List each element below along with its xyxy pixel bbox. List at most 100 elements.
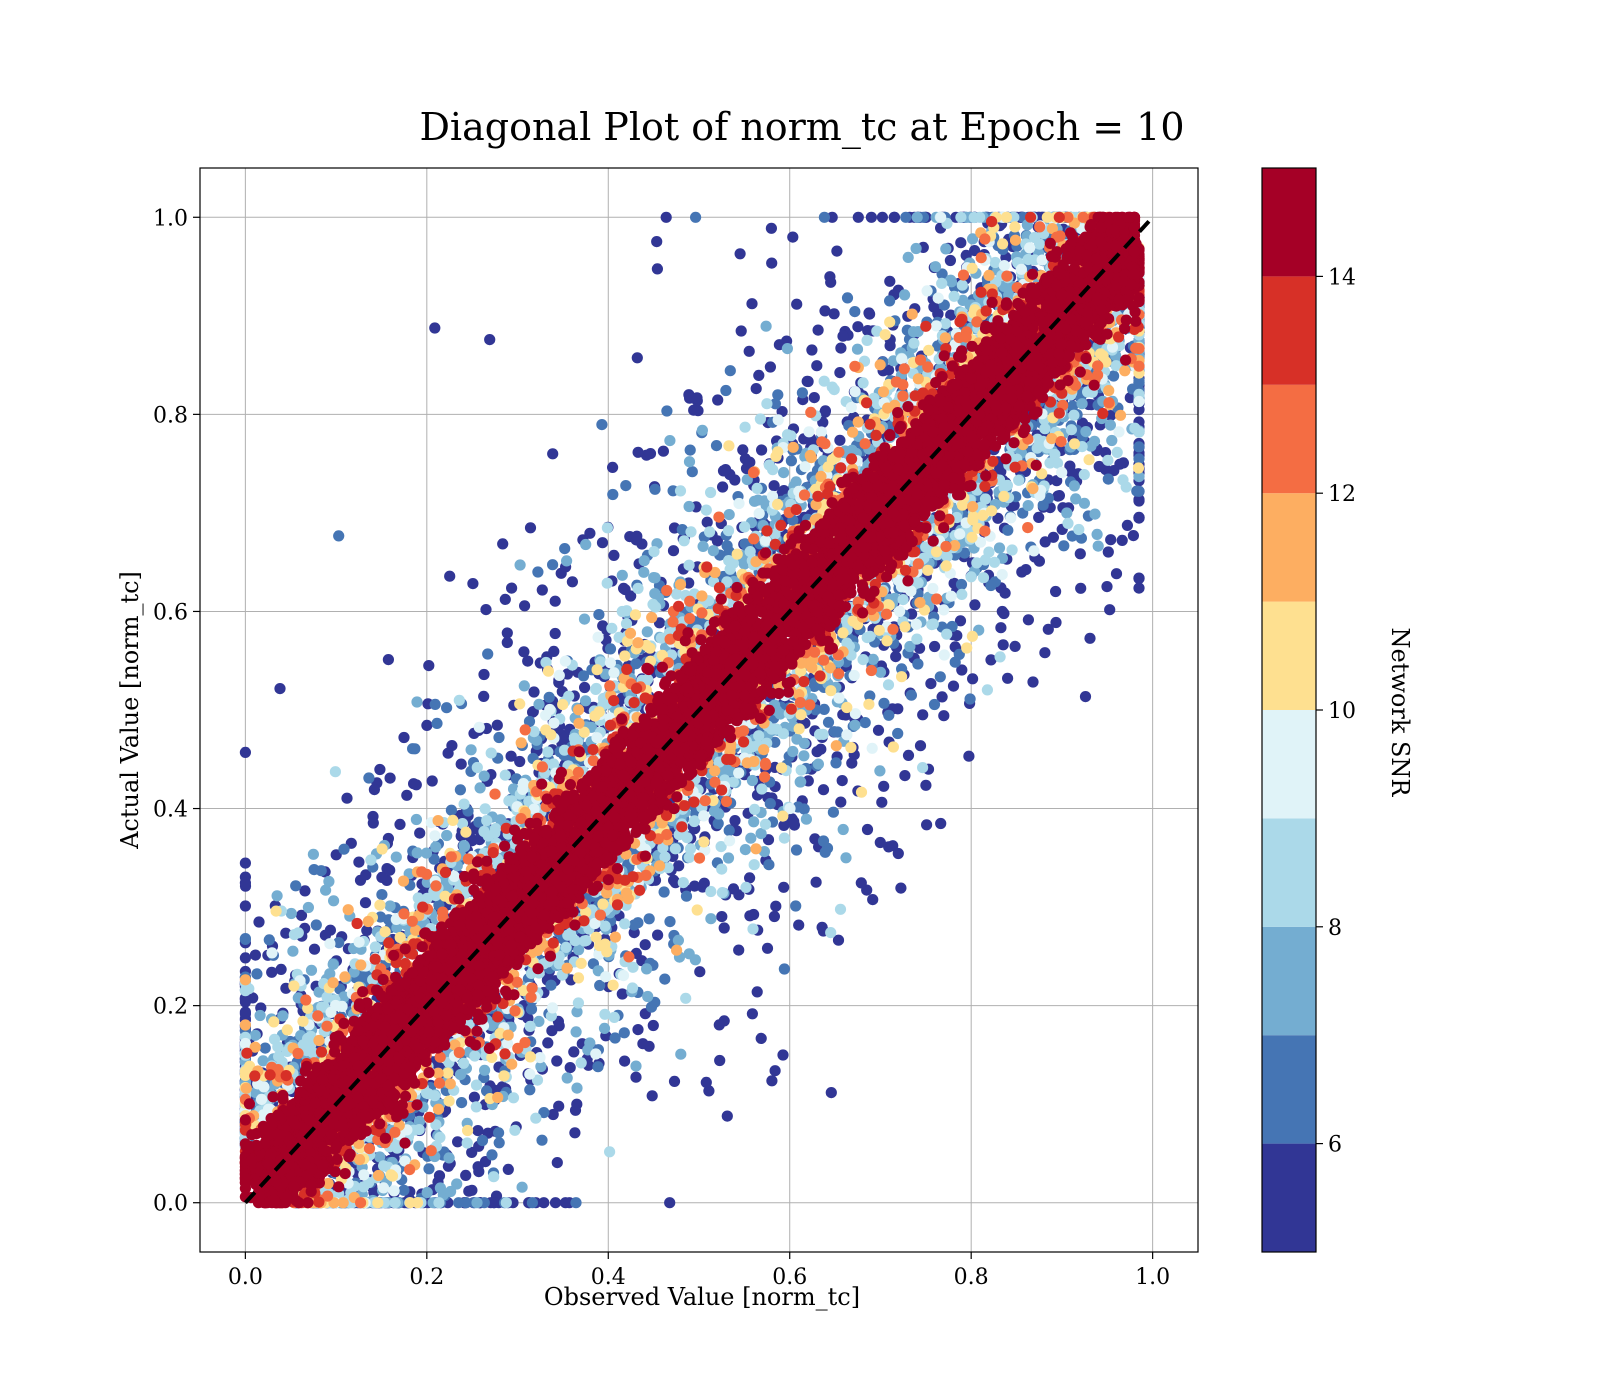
- scatter-point: [683, 500, 695, 513]
- scatter-point: [929, 640, 941, 653]
- scatter-point: [996, 605, 1008, 618]
- scatter-point: [1037, 499, 1049, 511]
- scatter-point: [831, 245, 843, 257]
- scatter-point: [675, 1048, 687, 1060]
- scatter-point: [879, 329, 891, 341]
- scatter-point: [1079, 691, 1092, 703]
- scatter-point: [434, 1131, 446, 1144]
- scatter-point: [285, 907, 297, 920]
- scatter-point: [772, 498, 784, 510]
- scatter-point: [596, 537, 609, 549]
- scatter-point: [759, 534, 772, 547]
- scatter-point: [664, 916, 676, 928]
- scatter-point: [641, 626, 653, 638]
- scatter-point: [398, 731, 410, 744]
- scatter-point: [810, 876, 822, 888]
- scatter-point: [1102, 546, 1114, 558]
- scatter-point: [1042, 623, 1054, 635]
- scatter-point: [664, 435, 676, 447]
- scatter-point: [930, 320, 942, 332]
- scatter-point: [1051, 475, 1063, 487]
- scatter-points: [239, 211, 1145, 1209]
- scatter-point: [897, 594, 909, 606]
- scatter-point: [876, 211, 889, 223]
- scatter-point: [949, 656, 961, 668]
- scatter-point: [329, 766, 341, 778]
- scatter-point: [601, 522, 614, 534]
- scatter-point: [338, 843, 350, 855]
- scatter-point: [553, 669, 565, 682]
- scatter-point: [895, 882, 907, 894]
- scatter-point: [570, 1026, 582, 1038]
- scatter-point: [1111, 446, 1123, 458]
- scatter-point: [724, 835, 736, 847]
- scatter-point: [1133, 572, 1145, 585]
- scatter-point: [948, 290, 960, 302]
- scatter-point: [604, 643, 617, 655]
- scatter-point: [553, 1100, 565, 1112]
- scatter-point: [787, 745, 799, 758]
- scatter-point: [652, 929, 664, 941]
- scatter-point: [765, 222, 778, 234]
- scatter-point: [859, 717, 871, 729]
- scatter-point: [888, 211, 900, 223]
- scatter-point: [359, 897, 372, 909]
- scatter-point: [547, 1108, 559, 1121]
- scatter-point: [716, 911, 728, 923]
- scatter-point: [917, 709, 929, 721]
- scatter-point: [1110, 568, 1123, 580]
- scatter-point: [684, 444, 696, 456]
- scatter-point: [524, 1051, 537, 1063]
- scatter-point: [1091, 528, 1103, 541]
- scatter-point: [848, 669, 860, 682]
- scatter-point: [442, 1067, 454, 1079]
- scatter-point: [926, 619, 938, 631]
- scatter-point: [604, 657, 617, 669]
- scatter-point: [747, 923, 759, 935]
- scatter-point: [677, 877, 689, 889]
- scatter-point: [471, 1197, 483, 1209]
- scatter-point: [815, 426, 827, 438]
- scatter-point: [1132, 462, 1145, 474]
- scatter-point: [239, 933, 251, 945]
- scatter-point: [507, 1092, 520, 1104]
- scatter-point: [1039, 647, 1051, 659]
- scatter-point: [769, 1065, 781, 1077]
- scatter-point: [761, 398, 773, 410]
- scatter-point: [569, 1127, 581, 1139]
- scatter-point: [1121, 519, 1133, 532]
- scatter-point: [239, 900, 251, 912]
- scatter-point: [776, 406, 788, 418]
- scatter-point: [971, 557, 983, 569]
- scatter-point: [857, 377, 869, 389]
- scatter-point: [478, 668, 490, 681]
- scatter-point: [542, 1037, 554, 1049]
- scatter-point: [266, 966, 278, 978]
- scatter-point: [748, 859, 760, 871]
- scatter-point: [700, 1076, 712, 1088]
- scatter-point: [667, 545, 680, 557]
- scatter-point: [390, 851, 402, 863]
- scatter-point: [892, 847, 904, 860]
- scatter-point: [307, 848, 319, 860]
- scatter-point: [601, 577, 613, 589]
- scatter-point: [607, 488, 619, 501]
- scatter-point: [837, 330, 849, 342]
- scatter-point: [911, 633, 923, 645]
- scatter-point: [546, 1002, 559, 1014]
- scatter-point: [945, 276, 958, 288]
- scatter-point: [936, 277, 948, 289]
- scatter-point: [413, 1140, 425, 1152]
- scatter-point: [751, 482, 763, 494]
- scatter-point: [575, 1057, 587, 1069]
- scatter-point: [746, 774, 759, 787]
- scatter-point: [365, 854, 377, 866]
- scatter-point: [597, 620, 609, 632]
- scatter-point: [619, 1055, 631, 1067]
- scatter-point: [828, 384, 840, 396]
- scatter-point: [641, 963, 653, 975]
- scatter-point: [458, 840, 470, 852]
- scatter-point: [493, 1137, 505, 1149]
- scatter-point: [925, 678, 937, 690]
- scatter-point: [1124, 392, 1136, 404]
